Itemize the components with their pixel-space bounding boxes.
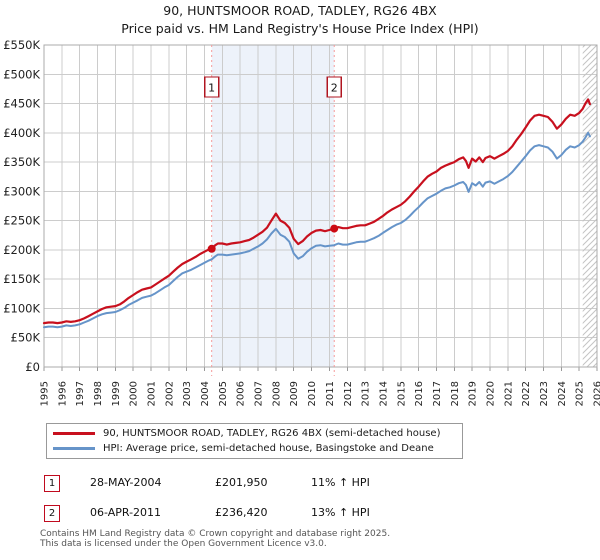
x-axis-tick-label: 2016 bbox=[414, 381, 425, 406]
x-axis-tick-label: 2019 bbox=[468, 381, 479, 406]
y-axis-tick-label: £450K bbox=[3, 97, 40, 111]
transaction-number-badge: 1 bbox=[44, 475, 60, 492]
x-axis-tick-label: 2003 bbox=[182, 381, 193, 406]
transaction-price: £236,420 bbox=[215, 506, 268, 519]
x-axis-tick-label: 2017 bbox=[432, 381, 443, 406]
legend-item-hpi: HPI: Average price, semi-detached house,… bbox=[47, 443, 462, 454]
x-axis-tick-label: 2023 bbox=[539, 381, 550, 406]
sale-marker-box bbox=[326, 76, 342, 98]
x-axis-tick-label: 2015 bbox=[396, 381, 407, 406]
page-title: 90, HUNTSMOOR ROAD, TADLEY, RG26 4BX bbox=[163, 3, 437, 18]
x-axis-tick-label: 2018 bbox=[450, 381, 461, 406]
y-axis-tick-label: £150K bbox=[3, 272, 40, 286]
x-axis-tick-label: 2014 bbox=[378, 381, 389, 406]
sale-marker-label: 2 bbox=[331, 82, 338, 95]
x-axis-tick-label: 1999 bbox=[111, 381, 122, 406]
future-hatched-region bbox=[582, 45, 597, 367]
y-axis-tick-label: £50K bbox=[11, 331, 41, 345]
transaction-hpi-delta: 11% ↑ HPI bbox=[311, 476, 370, 489]
property-line-swatch bbox=[53, 432, 95, 435]
x-axis-tick-label: 1998 bbox=[93, 381, 104, 406]
copyright-line: Contains HM Land Registry data © Crown c… bbox=[40, 529, 391, 539]
transaction-date: 28-MAY-2004 bbox=[90, 476, 162, 489]
y-axis-tick-label: £500K bbox=[3, 67, 40, 81]
legend-label-property: 90, HUNTSMOOR ROAD, TADLEY, RG26 4BX (se… bbox=[103, 428, 441, 439]
legend: 90, HUNTSMOOR ROAD, TADLEY, RG26 4BX (se… bbox=[46, 423, 463, 459]
page-subtitle: Price paid vs. HM Land Registry's House … bbox=[121, 21, 479, 36]
transaction-price: £201,950 bbox=[215, 476, 268, 489]
sale-point-dot bbox=[330, 224, 339, 233]
transaction-row: 2 06-APR-2011 £236,420 13% ↑ HPI bbox=[0, 505, 600, 523]
x-axis-tick-label: 2021 bbox=[503, 381, 514, 406]
hpi-line-swatch bbox=[53, 447, 95, 450]
x-axis-tick-label: 2026 bbox=[593, 381, 600, 406]
x-axis-tick-label: 2010 bbox=[307, 381, 318, 406]
x-axis-tick-label: 2013 bbox=[361, 381, 372, 406]
price-chart-svg: £0 £50K £100K £150K £200K £250K £300K £350K £400… bbox=[3, 38, 600, 406]
x-axis-tick-label: 2002 bbox=[164, 381, 175, 406]
x-axis-tick-label: 2024 bbox=[557, 381, 568, 406]
between-sales-shaded-band bbox=[211, 45, 335, 367]
y-axis-tick-label: £250K bbox=[3, 214, 40, 228]
x-axis-tick-label: 2011 bbox=[325, 381, 336, 406]
x-axis-tick-label: 2006 bbox=[236, 381, 247, 406]
x-axis-tick-label: 2007 bbox=[254, 381, 265, 406]
hpi-line bbox=[43, 131, 591, 329]
legend-label-hpi: HPI: Average price, semi-detached house,… bbox=[103, 443, 434, 454]
transaction-date: 06-APR-2011 bbox=[90, 506, 162, 519]
x-axis-tick-label: 2000 bbox=[129, 381, 140, 406]
x-axis-tick-label: 2009 bbox=[289, 381, 300, 406]
x-axis-tick-label: 1996 bbox=[57, 381, 68, 406]
sale-point-dot bbox=[207, 244, 216, 253]
y-axis-tick-label: £100K bbox=[3, 301, 40, 315]
y-axis-tick-label: £400K bbox=[3, 126, 40, 140]
property-price-line bbox=[42, 98, 591, 325]
y-axis-tick-label: £550K bbox=[3, 38, 40, 52]
x-axis-tick-label: 2012 bbox=[343, 381, 354, 406]
x-axis-tick-label: 2004 bbox=[200, 381, 211, 406]
x-axis-tick-label: 2022 bbox=[521, 381, 532, 406]
y-axis-tick-label: £200K bbox=[3, 243, 40, 257]
x-axis-tick-label: 2020 bbox=[485, 381, 496, 406]
x-axis-tick-label: 2001 bbox=[147, 381, 158, 406]
sale-marker-box bbox=[204, 76, 220, 98]
price-chart: £0 £50K £100K £150K £200K £250K £300K £350K £400… bbox=[3, 38, 600, 406]
x-axis-tick-label: 2025 bbox=[575, 381, 586, 406]
y-axis-tick-label: £0 bbox=[25, 360, 40, 374]
legend-item-property: 90, HUNTSMOOR ROAD, TADLEY, RG26 4BX (se… bbox=[47, 428, 462, 439]
x-axis-tick-label: 1997 bbox=[75, 381, 86, 406]
x-axis-tick-label: 2005 bbox=[218, 381, 229, 406]
x-axis-tick-label: 1995 bbox=[40, 381, 51, 406]
y-axis-tick-label: £300K bbox=[3, 184, 40, 198]
x-axis-tick-label: 2008 bbox=[271, 381, 282, 406]
y-axis-tick-label: £350K bbox=[3, 155, 40, 169]
transaction-row: 1 28-MAY-2004 £201,950 11% ↑ HPI bbox=[0, 475, 600, 493]
transaction-number-badge: 2 bbox=[44, 505, 60, 522]
licence-line: This data is licensed under the Open Gov… bbox=[40, 539, 327, 549]
sale-marker-label: 1 bbox=[208, 82, 215, 95]
transaction-hpi-delta: 13% ↑ HPI bbox=[311, 506, 370, 519]
